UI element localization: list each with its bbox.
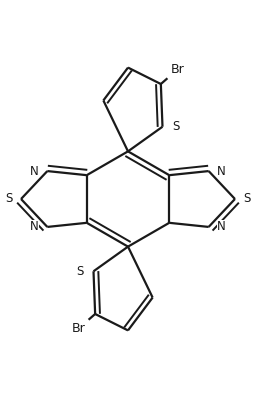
- Text: N: N: [217, 220, 226, 233]
- Text: S: S: [243, 193, 251, 205]
- Text: N: N: [30, 220, 39, 233]
- Text: N: N: [217, 165, 226, 178]
- Text: Br: Br: [72, 322, 86, 335]
- Text: N: N: [30, 165, 39, 178]
- Text: S: S: [172, 120, 180, 133]
- Text: Br: Br: [170, 63, 184, 76]
- Text: S: S: [5, 193, 13, 205]
- Text: S: S: [76, 265, 84, 278]
